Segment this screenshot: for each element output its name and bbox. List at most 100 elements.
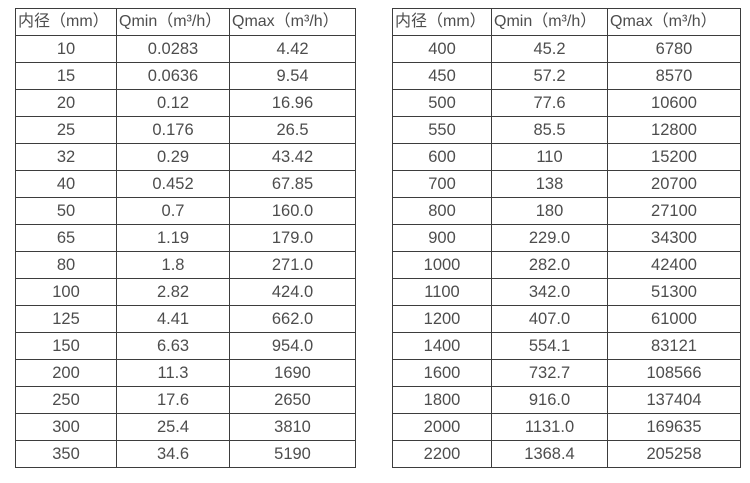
table-cell: 800 bbox=[392, 197, 492, 225]
table-cell: 40 bbox=[15, 170, 117, 198]
table-row: 500 77.6 10600 bbox=[392, 89, 741, 117]
table-cell: 43.42 bbox=[229, 143, 356, 171]
table-cell: 80 bbox=[15, 251, 117, 279]
table-header-row: 内径（mm） Qmin（m³/h） Qmax（m³/h） bbox=[15, 8, 356, 36]
table-cell: 45.2 bbox=[491, 35, 608, 63]
table-cell: 16.96 bbox=[229, 89, 356, 117]
flow-range-table-large-diameters: 内径（mm） Qmin（m³/h） Qmax（m³/h） 400 45.2 6780… bbox=[392, 8, 741, 468]
table-row: 550 85.5 12800 bbox=[392, 116, 741, 144]
table-cell: 34300 bbox=[607, 224, 741, 252]
table-cell: 1200 bbox=[392, 305, 492, 333]
table-cell: 15200 bbox=[607, 143, 741, 171]
table-body: 400 45.2 6780 450 57.2 8570 500 77.6 10600 550 85.… bbox=[392, 35, 741, 468]
table-cell: 8570 bbox=[607, 62, 741, 90]
table-cell: 342.0 bbox=[491, 278, 608, 306]
table-cell: 138 bbox=[491, 170, 608, 198]
table-cell: 12800 bbox=[607, 116, 741, 144]
table-cell: 0.7 bbox=[116, 197, 230, 225]
table-cell: 51300 bbox=[607, 278, 741, 306]
flow-range-table-small-diameters: 内径（mm） Qmin（m³/h） Qmax（m³/h） 10 0.0283 4.4… bbox=[15, 8, 356, 468]
table-cell: 200 bbox=[15, 359, 117, 387]
table-row: 125 4.41 662.0 bbox=[15, 305, 356, 333]
table-cell: 108566 bbox=[607, 359, 741, 387]
table-cell: 169635 bbox=[607, 413, 741, 441]
table-row: 300 25.4 3810 bbox=[15, 413, 356, 441]
table-cell: 100 bbox=[15, 278, 117, 306]
table-cell: 3810 bbox=[229, 413, 356, 441]
table-cell: 4.42 bbox=[229, 35, 356, 63]
table-cell: 554.1 bbox=[491, 332, 608, 360]
table-row: 250 17.6 2650 bbox=[15, 386, 356, 414]
table-cell: 42400 bbox=[607, 251, 741, 279]
table-cell: 2650 bbox=[229, 386, 356, 414]
table-row: 1400 554.1 83121 bbox=[392, 332, 741, 360]
table-cell: 110 bbox=[491, 143, 608, 171]
table-row: 1100 342.0 51300 bbox=[392, 278, 741, 306]
table-row: 1200 407.0 61000 bbox=[392, 305, 741, 333]
table-row: 50 0.7 160.0 bbox=[15, 197, 356, 225]
table-cell: 4.41 bbox=[116, 305, 230, 333]
table-cell: 5190 bbox=[229, 440, 356, 468]
table-cell: 61000 bbox=[607, 305, 741, 333]
table-cell: 6780 bbox=[607, 35, 741, 63]
table-row: 600 110 15200 bbox=[392, 143, 741, 171]
table-cell: 27100 bbox=[607, 197, 741, 225]
table-cell: 26.5 bbox=[229, 116, 356, 144]
table-cell: 407.0 bbox=[491, 305, 608, 333]
table-row: 450 57.2 8570 bbox=[392, 62, 741, 90]
table-cell: 25.4 bbox=[116, 413, 230, 441]
table-cell: 50 bbox=[15, 197, 117, 225]
table-cell: 662.0 bbox=[229, 305, 356, 333]
table-cell: 32 bbox=[15, 143, 117, 171]
table-cell: 25 bbox=[15, 116, 117, 144]
table-cell: 205258 bbox=[607, 440, 741, 468]
table-cell: 1368.4 bbox=[491, 440, 608, 468]
table-cell: 1600 bbox=[392, 359, 492, 387]
table-cell: 732.7 bbox=[491, 359, 608, 387]
table-cell: 11.3 bbox=[116, 359, 230, 387]
table-row: 65 1.19 179.0 bbox=[15, 224, 356, 252]
table-cell: 20 bbox=[15, 89, 117, 117]
table-row: 400 45.2 6780 bbox=[392, 35, 741, 63]
table-row: 15 0.0636 9.54 bbox=[15, 62, 356, 90]
table-cell: 424.0 bbox=[229, 278, 356, 306]
table-cell: 600 bbox=[392, 143, 492, 171]
table-row: 80 1.8 271.0 bbox=[15, 251, 356, 279]
table-cell: 85.5 bbox=[491, 116, 608, 144]
table-cell: 20700 bbox=[607, 170, 741, 198]
table-row: 100 2.82 424.0 bbox=[15, 278, 356, 306]
table-cell: 0.29 bbox=[116, 143, 230, 171]
table-cell: 550 bbox=[392, 116, 492, 144]
table-cell: 700 bbox=[392, 170, 492, 198]
table-cell: 400 bbox=[392, 35, 492, 63]
table-cell: 1.8 bbox=[116, 251, 230, 279]
table-cell: 57.2 bbox=[491, 62, 608, 90]
table-cell: 160.0 bbox=[229, 197, 356, 225]
table-row: 150 6.63 954.0 bbox=[15, 332, 356, 360]
table-row: 10 0.0283 4.42 bbox=[15, 35, 356, 63]
table-row: 40 0.452 67.85 bbox=[15, 170, 356, 198]
table-cell: 1800 bbox=[392, 386, 492, 414]
table-cell: 350 bbox=[15, 440, 117, 468]
table-cell: 229.0 bbox=[491, 224, 608, 252]
table-cell: 1000 bbox=[392, 251, 492, 279]
table-cell: 1100 bbox=[392, 278, 492, 306]
table-cell: 17.6 bbox=[116, 386, 230, 414]
table-header-row: 内径（mm） Qmin（m³/h） Qmax（m³/h） bbox=[392, 8, 741, 36]
table-cell: 83121 bbox=[607, 332, 741, 360]
table-cell: 1.19 bbox=[116, 224, 230, 252]
table-body: 10 0.0283 4.42 15 0.0636 9.54 20 0.12 16.96 25 0.1… bbox=[15, 35, 356, 468]
table-cell: 0.0636 bbox=[116, 62, 230, 90]
table-cell: 9.54 bbox=[229, 62, 356, 90]
table-row: 900 229.0 34300 bbox=[392, 224, 741, 252]
table-row: 200 11.3 1690 bbox=[15, 359, 356, 387]
table-cell: 6.63 bbox=[116, 332, 230, 360]
table-row: 1600 732.7 108566 bbox=[392, 359, 741, 387]
table-cell: 125 bbox=[15, 305, 117, 333]
table-cell: 916.0 bbox=[491, 386, 608, 414]
table-cell: 0.452 bbox=[116, 170, 230, 198]
table-cell: 271.0 bbox=[229, 251, 356, 279]
table-cell: 500 bbox=[392, 89, 492, 117]
column-header-inner-diameter: 内径（mm） bbox=[392, 8, 492, 36]
